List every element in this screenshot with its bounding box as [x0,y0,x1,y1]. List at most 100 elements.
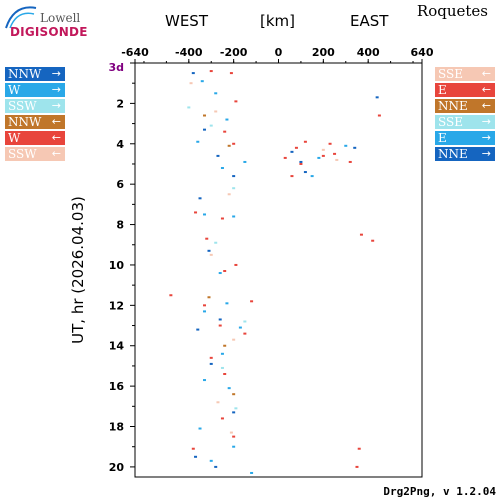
data-point [198,197,202,200]
data-point [232,435,236,438]
legend-label: E [438,131,447,145]
legend-arrow-icon: → [51,99,61,112]
legend-arrow-icon: ← [51,115,61,128]
digisonde-logo-icon [5,6,37,29]
legend-item: NNW ← [5,115,65,129]
data-point [189,82,193,85]
data-point [214,92,218,95]
data-point [227,387,231,390]
data-point [214,241,218,244]
y-tick-label: 2 [116,97,124,110]
legend-arrow-icon: ← [51,131,61,144]
data-point [283,156,287,159]
legend-label: W [8,83,21,97]
data-point [216,154,220,157]
legend-label: NNE [438,99,468,113]
legend-item: NNE → [435,147,495,161]
legend-item: SSE → [435,115,495,129]
y-top-label: 3d [108,61,124,74]
data-point [317,156,321,159]
y-tick-label: 18 [109,421,124,434]
data-point [232,215,236,218]
y-tick-label: 16 [109,380,125,393]
data-point [220,366,224,369]
header-west: WEST [165,12,208,30]
data-point [227,144,231,147]
data-point [223,344,227,347]
data-point [218,318,222,321]
legend-right: SSE ← E ← NNE ← SSE → E → NNE → [435,67,495,163]
data-point [243,320,247,323]
data-point [229,72,233,75]
data-point [220,217,224,220]
data-point [377,114,381,117]
data-point [207,296,211,299]
logo-digisonde-text: DIGISONDE [10,25,88,39]
data-point [333,152,337,155]
data-point [223,130,227,133]
y-axis: 2 4 6 8 10 12 14 16 18 20 [109,62,135,474]
data-point [225,118,229,121]
data-point [220,352,224,355]
x-axis: -640 -400 -200 0 200 400 640 [121,46,434,63]
legend-item: SSE ← [435,67,495,81]
data-point [203,310,207,313]
data-point [348,160,352,163]
header-unit: [km] [260,12,296,30]
data-point [359,233,363,236]
legend-item: SSW → [5,99,65,113]
legend-arrow-icon: → [481,115,491,128]
header-east: EAST [350,12,389,30]
data-point [214,465,218,468]
data-point [194,455,198,458]
legend-label: E [438,83,447,97]
y-tick-label: 8 [116,219,124,232]
data-point [234,263,238,266]
data-point [344,144,348,147]
data-point [194,211,198,214]
data-point [220,417,224,420]
data-point [232,393,236,396]
y-tick-label: 10 [109,259,125,272]
legend-label: SSE [438,67,463,81]
data-point [218,324,222,327]
data-point [223,373,227,376]
plot-frame [134,62,423,478]
data-point [310,175,314,178]
data-point [375,96,379,99]
legend-item: SSW ← [5,147,65,161]
x-tick-label: 400 [357,46,380,59]
data-point [218,272,222,275]
data-point [205,237,209,240]
legend-item: W → [5,83,65,97]
data-point [209,70,213,73]
data-point [243,160,247,163]
y-tick-label: 14 [109,340,125,353]
data-point [227,193,231,196]
data-point [371,239,375,242]
data-point [196,328,200,331]
data-point [299,162,303,165]
data-point [229,431,233,434]
data-point [321,148,325,151]
data-point [243,332,247,335]
data-point [214,110,218,113]
data-point [209,253,213,256]
data-point [357,447,361,450]
data-point [203,114,207,117]
legend-label: W [8,131,21,145]
data-point [232,142,236,145]
logo-lowell-text: Lowell [40,11,81,25]
data-point [187,106,191,109]
data-point [303,171,307,174]
legend-label: SSW [8,99,37,113]
data-point [191,72,195,75]
legend-label: NNE [438,147,468,161]
data-point [216,401,220,404]
data-point [321,154,325,157]
data-point [238,326,242,329]
data-point [303,140,307,143]
legend-arrow-icon: → [51,67,61,80]
legend-label: NNW [8,115,42,129]
